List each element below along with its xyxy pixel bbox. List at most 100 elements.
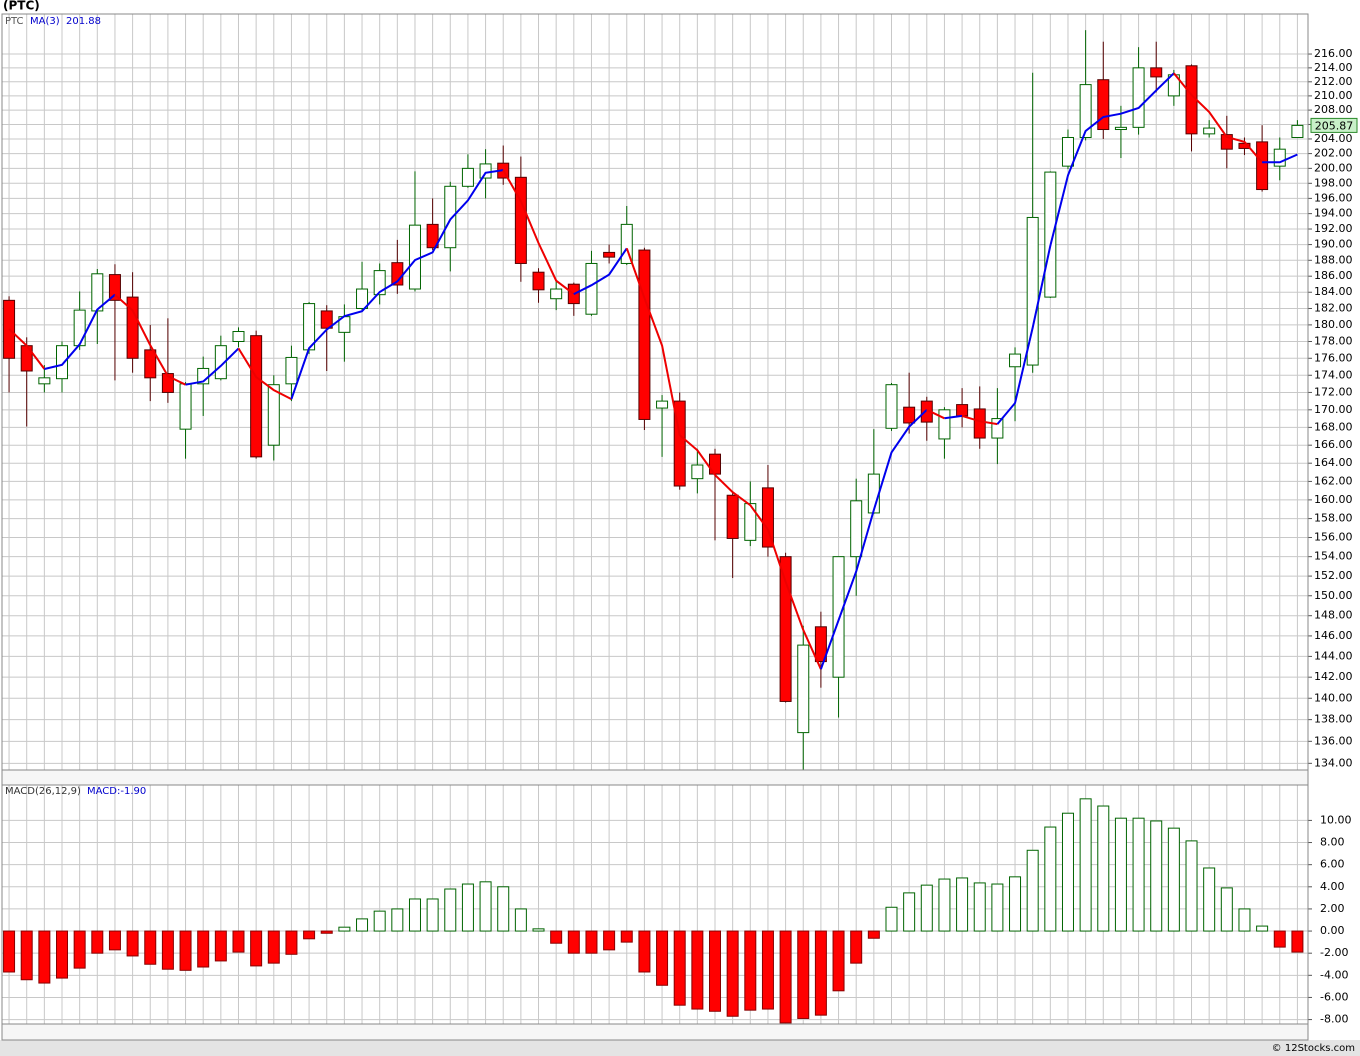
macd-bar: [285, 930, 298, 955]
y-tick-label: 4.00: [1320, 880, 1345, 893]
candle-body: [938, 409, 951, 440]
candle-body: [56, 345, 69, 380]
ma-line: [44, 293, 116, 370]
y-tick-label: 152.00: [1314, 569, 1353, 582]
candle-body: [585, 262, 598, 315]
ma-line: [1262, 153, 1298, 164]
macd-bar: [250, 930, 263, 967]
macd-bar: [20, 930, 33, 981]
macd-bar: [638, 930, 651, 973]
ma-line: [944, 414, 963, 420]
y-tick-label: 192.00: [1314, 222, 1353, 235]
ma-line: [8, 328, 46, 370]
y-tick-label: 8.00: [1320, 836, 1345, 849]
candle-body: [214, 345, 227, 380]
y-tick-label: 200.00: [1314, 161, 1353, 174]
y-tick-label: 166.00: [1314, 438, 1353, 451]
y-tick-label: 184.00: [1314, 285, 1353, 298]
macd-bar: [956, 877, 969, 932]
y-tick-label: -6.00: [1320, 990, 1348, 1003]
ma-legend-value: 201.88: [66, 16, 101, 27]
y-tick-label: 196.00: [1314, 191, 1353, 204]
y-tick-label: 214.00: [1314, 61, 1353, 74]
ma-line: [573, 247, 628, 295]
ma-line: [237, 347, 292, 400]
y-tick-label: 160.00: [1314, 493, 1353, 506]
macd-bar: [726, 930, 739, 1017]
marks: [3, 30, 1304, 1024]
macd-bar: [620, 930, 633, 943]
y-tick-label: -4.00: [1320, 968, 1348, 981]
y-tick-label: 188.00: [1314, 253, 1353, 266]
y-tick-label: 156.00: [1314, 530, 1353, 543]
macd-bar: [832, 930, 845, 992]
macd-bar: [426, 898, 439, 932]
y-tick-label: 140.00: [1314, 691, 1353, 704]
candle-body: [373, 270, 386, 296]
overlay: 205.87: [1310, 117, 1358, 133]
macd-bar: [479, 881, 492, 932]
macd-bar: [1132, 817, 1145, 932]
candle-body: [285, 356, 298, 385]
y-tick-label: 162.00: [1314, 474, 1353, 487]
candle-body: [550, 288, 563, 300]
candle-body: [779, 556, 792, 702]
price-box: [1310, 117, 1358, 133]
candle-body: [1132, 67, 1145, 128]
candle-body: [232, 331, 245, 342]
macd-legend: MACD(26,12,9): [5, 786, 81, 797]
candle-body: [161, 373, 174, 393]
candle-body: [38, 377, 51, 385]
macd-bar: [1291, 930, 1304, 953]
y-tick-label: 182.00: [1314, 301, 1353, 314]
macd-bar: [903, 892, 916, 932]
macd-bar: [550, 930, 563, 944]
macd-bar: [391, 908, 404, 932]
candle-body: [1291, 124, 1304, 138]
macd-bar: [232, 930, 245, 953]
y-tick-label: 170.00: [1314, 403, 1353, 416]
y-tick-label: 142.00: [1314, 670, 1353, 683]
candle-body: [832, 556, 845, 678]
candle-body: [1044, 171, 1057, 298]
candle-body: [850, 500, 863, 558]
y-tick-label: 164.00: [1314, 456, 1353, 469]
candle-body: [1273, 148, 1286, 167]
y-tick-label: 190.00: [1314, 238, 1353, 251]
macd-bar: [585, 930, 598, 954]
macd-bar: [656, 930, 669, 986]
candle-body: [356, 288, 369, 309]
candle-body: [603, 251, 616, 258]
candle-body: [1114, 126, 1127, 131]
y-tick-label: 198.00: [1314, 176, 1353, 189]
macd-bar: [814, 930, 827, 1016]
macd-bar: [709, 930, 722, 1012]
y-tick-label: 148.00: [1314, 609, 1353, 622]
candle-body: [461, 167, 474, 187]
page-title: (PTC): [3, 0, 40, 13]
macd-bar: [303, 930, 316, 940]
macd-bar: [1220, 887, 1233, 932]
y-tick-label: -2.00: [1320, 946, 1348, 959]
y-tick-label: 204.00: [1314, 132, 1353, 145]
candle-body: [1150, 67, 1163, 78]
y-tick-label: 174.00: [1314, 368, 1353, 381]
ma-legend: MA(3): [30, 16, 60, 27]
candle-body: [1203, 127, 1216, 135]
y-tick-label: 180.00: [1314, 318, 1353, 331]
macd-bar: [144, 930, 157, 965]
candle-body: [1026, 216, 1039, 366]
y-tick-label: 154.00: [1314, 550, 1353, 563]
y-tick-label: 194.00: [1314, 207, 1353, 220]
copyright: © 12Stocks.com: [1272, 1043, 1355, 1054]
macd-bar: [1026, 849, 1039, 932]
y-tick-label: 6.00: [1320, 858, 1345, 871]
y-tick-label: 144.00: [1314, 649, 1353, 662]
macd-bar: [797, 930, 810, 1019]
ma-line: [961, 414, 998, 426]
y-tick-label: 168.00: [1314, 420, 1353, 433]
macd-bar: [779, 930, 792, 1024]
macd-legend-value: MACD:-1.90: [87, 786, 146, 797]
ma-line: [290, 169, 504, 400]
